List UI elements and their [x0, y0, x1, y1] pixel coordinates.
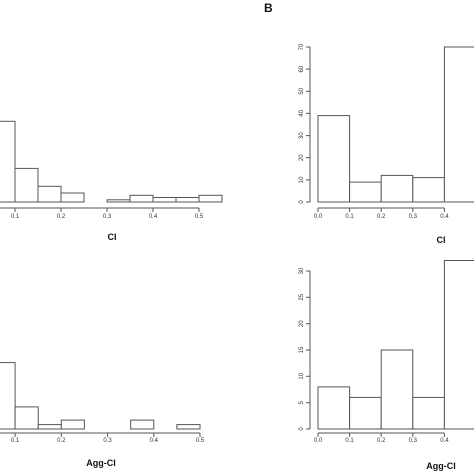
x-axis-title: CI [108, 232, 117, 242]
histogram-bar [0, 362, 16, 430]
x-tick-label: 0.4 [150, 438, 159, 444]
histogram-bar [0, 120, 16, 203]
y-tick-label: 50 [299, 87, 305, 94]
histogram-bar [317, 115, 351, 203]
y-tick-label: 10 [299, 372, 305, 379]
histogram-bar [176, 424, 201, 430]
x-axis-title: CI [437, 235, 446, 245]
histogram-bar [317, 386, 351, 430]
x-tick-label: 0.4 [440, 438, 449, 444]
x-tick-label: 0.2 [57, 214, 66, 220]
histogram-bar [129, 194, 154, 203]
x-axis-title: Agg-CI [86, 458, 116, 468]
panel-label-b: B [264, 1, 273, 15]
x-tick-label: 0.1 [345, 438, 354, 444]
y-tick-label: 70 [299, 43, 305, 50]
y-tick-label: 25 [299, 293, 305, 300]
histogram-bar [152, 197, 177, 203]
histogram-bar [14, 167, 39, 203]
x-axis-title: Agg-CI [426, 461, 456, 471]
y-tick-label: 15 [299, 346, 305, 353]
x-tick-label: 0.1 [345, 214, 354, 220]
x-tick-label: 0.5 [195, 214, 204, 220]
x-tick-label: 0.3 [409, 214, 418, 220]
histogram-bar [380, 174, 414, 203]
x-tick-label: 0.3 [103, 214, 112, 220]
histogram-b-bottom: 0.0 0.1 0.2 0.3 0.4 0 5 10 15 20 25 30 Agg-CI [299, 260, 474, 471]
x-tick-label: 0.3 [409, 438, 418, 444]
histogram-bar [443, 46, 474, 203]
x-tick-label: 0.0 [314, 438, 323, 444]
histogram-bar [37, 424, 62, 430]
histogram-a-bottom: 0.1 0.2 0.3 0.4 0.5 Agg-CI [0, 362, 205, 468]
y-tick-label: 20 [299, 154, 305, 161]
histogram-bar [380, 349, 414, 430]
x-tick-label: 0.4 [149, 214, 158, 220]
y-tick-label: 0 [299, 427, 305, 431]
histogram-bar [412, 177, 445, 203]
x-tick-label: 0.0 [314, 214, 323, 220]
y-tick-label: 5 [299, 400, 305, 404]
y-tick-label: 20 [299, 320, 305, 327]
histogram-bar [106, 199, 131, 203]
x-tick-label: 0.3 [103, 438, 112, 444]
histogram-bar [60, 419, 85, 430]
histogram-bar [60, 192, 85, 203]
x-tick-label: 0.4 [440, 214, 449, 220]
histogram-bar [349, 396, 382, 430]
x-tick-label: 0.2 [377, 214, 386, 220]
x-tick-label: 0.5 [196, 438, 205, 444]
x-tick-label: 0.1 [11, 214, 20, 220]
x-tick-label: 0.2 [57, 438, 66, 444]
histogram-bar [130, 419, 155, 430]
histogram-b-top: 0.0 0.1 0.2 0.3 0.4 0 10 20 30 40 50 60 70 CI [299, 43, 474, 245]
histogram-a-top: 0.1 0.2 0.3 0.4 0.5 CI [0, 120, 223, 242]
histogram-bar [175, 197, 200, 203]
y-tick-label: 30 [299, 267, 305, 274]
y-tick-label: 10 [299, 176, 305, 183]
y-tick-label: 60 [299, 65, 305, 72]
x-tick-label: 0.2 [377, 438, 386, 444]
histogram-bar [14, 406, 39, 430]
histogram-bar [198, 194, 223, 203]
histogram-bar [412, 396, 445, 430]
x-tick-label: 0.1 [11, 438, 20, 444]
histogram-bar [349, 181, 382, 203]
histogram-bar [443, 260, 474, 430]
y-tick-label: 0 [299, 200, 305, 204]
y-tick-label: 40 [299, 109, 305, 116]
y-tick-label: 30 [299, 132, 305, 139]
histogram-bar [37, 185, 62, 203]
